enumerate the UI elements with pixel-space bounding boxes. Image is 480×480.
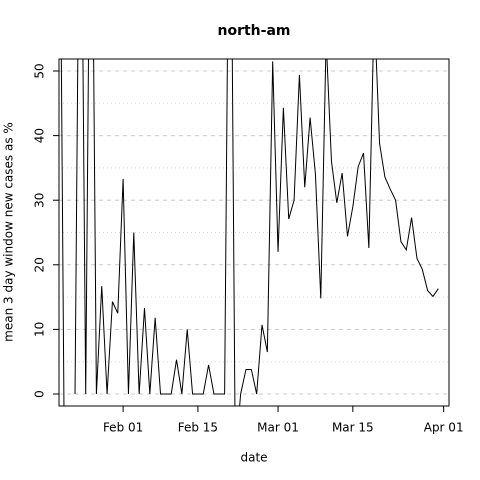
plot-frame — [58, 58, 450, 407]
x-tick-label: Mar 15 — [332, 421, 374, 435]
x-tick-label: Feb 01 — [103, 421, 143, 435]
y-tick-label: 50 — [33, 63, 47, 78]
y-tick-label: 10 — [33, 322, 47, 337]
x-axis-label: date — [240, 451, 267, 465]
y-tick-label: 0 — [33, 390, 47, 398]
y-tick-label: 30 — [33, 193, 47, 208]
y-axis-label: mean 3 day window new cases as % — [2, 122, 16, 342]
y-tick-label: 20 — [33, 257, 47, 272]
data-line — [60, 59, 439, 406]
chart-title: north-am — [218, 23, 291, 39]
x-tick-label: Feb 15 — [178, 421, 218, 435]
x-tick-label: Apr 01 — [424, 421, 464, 435]
y-tick-label: 40 — [33, 128, 47, 143]
x-tick-label: Mar 01 — [257, 421, 299, 435]
plot-area — [60, 59, 439, 406]
